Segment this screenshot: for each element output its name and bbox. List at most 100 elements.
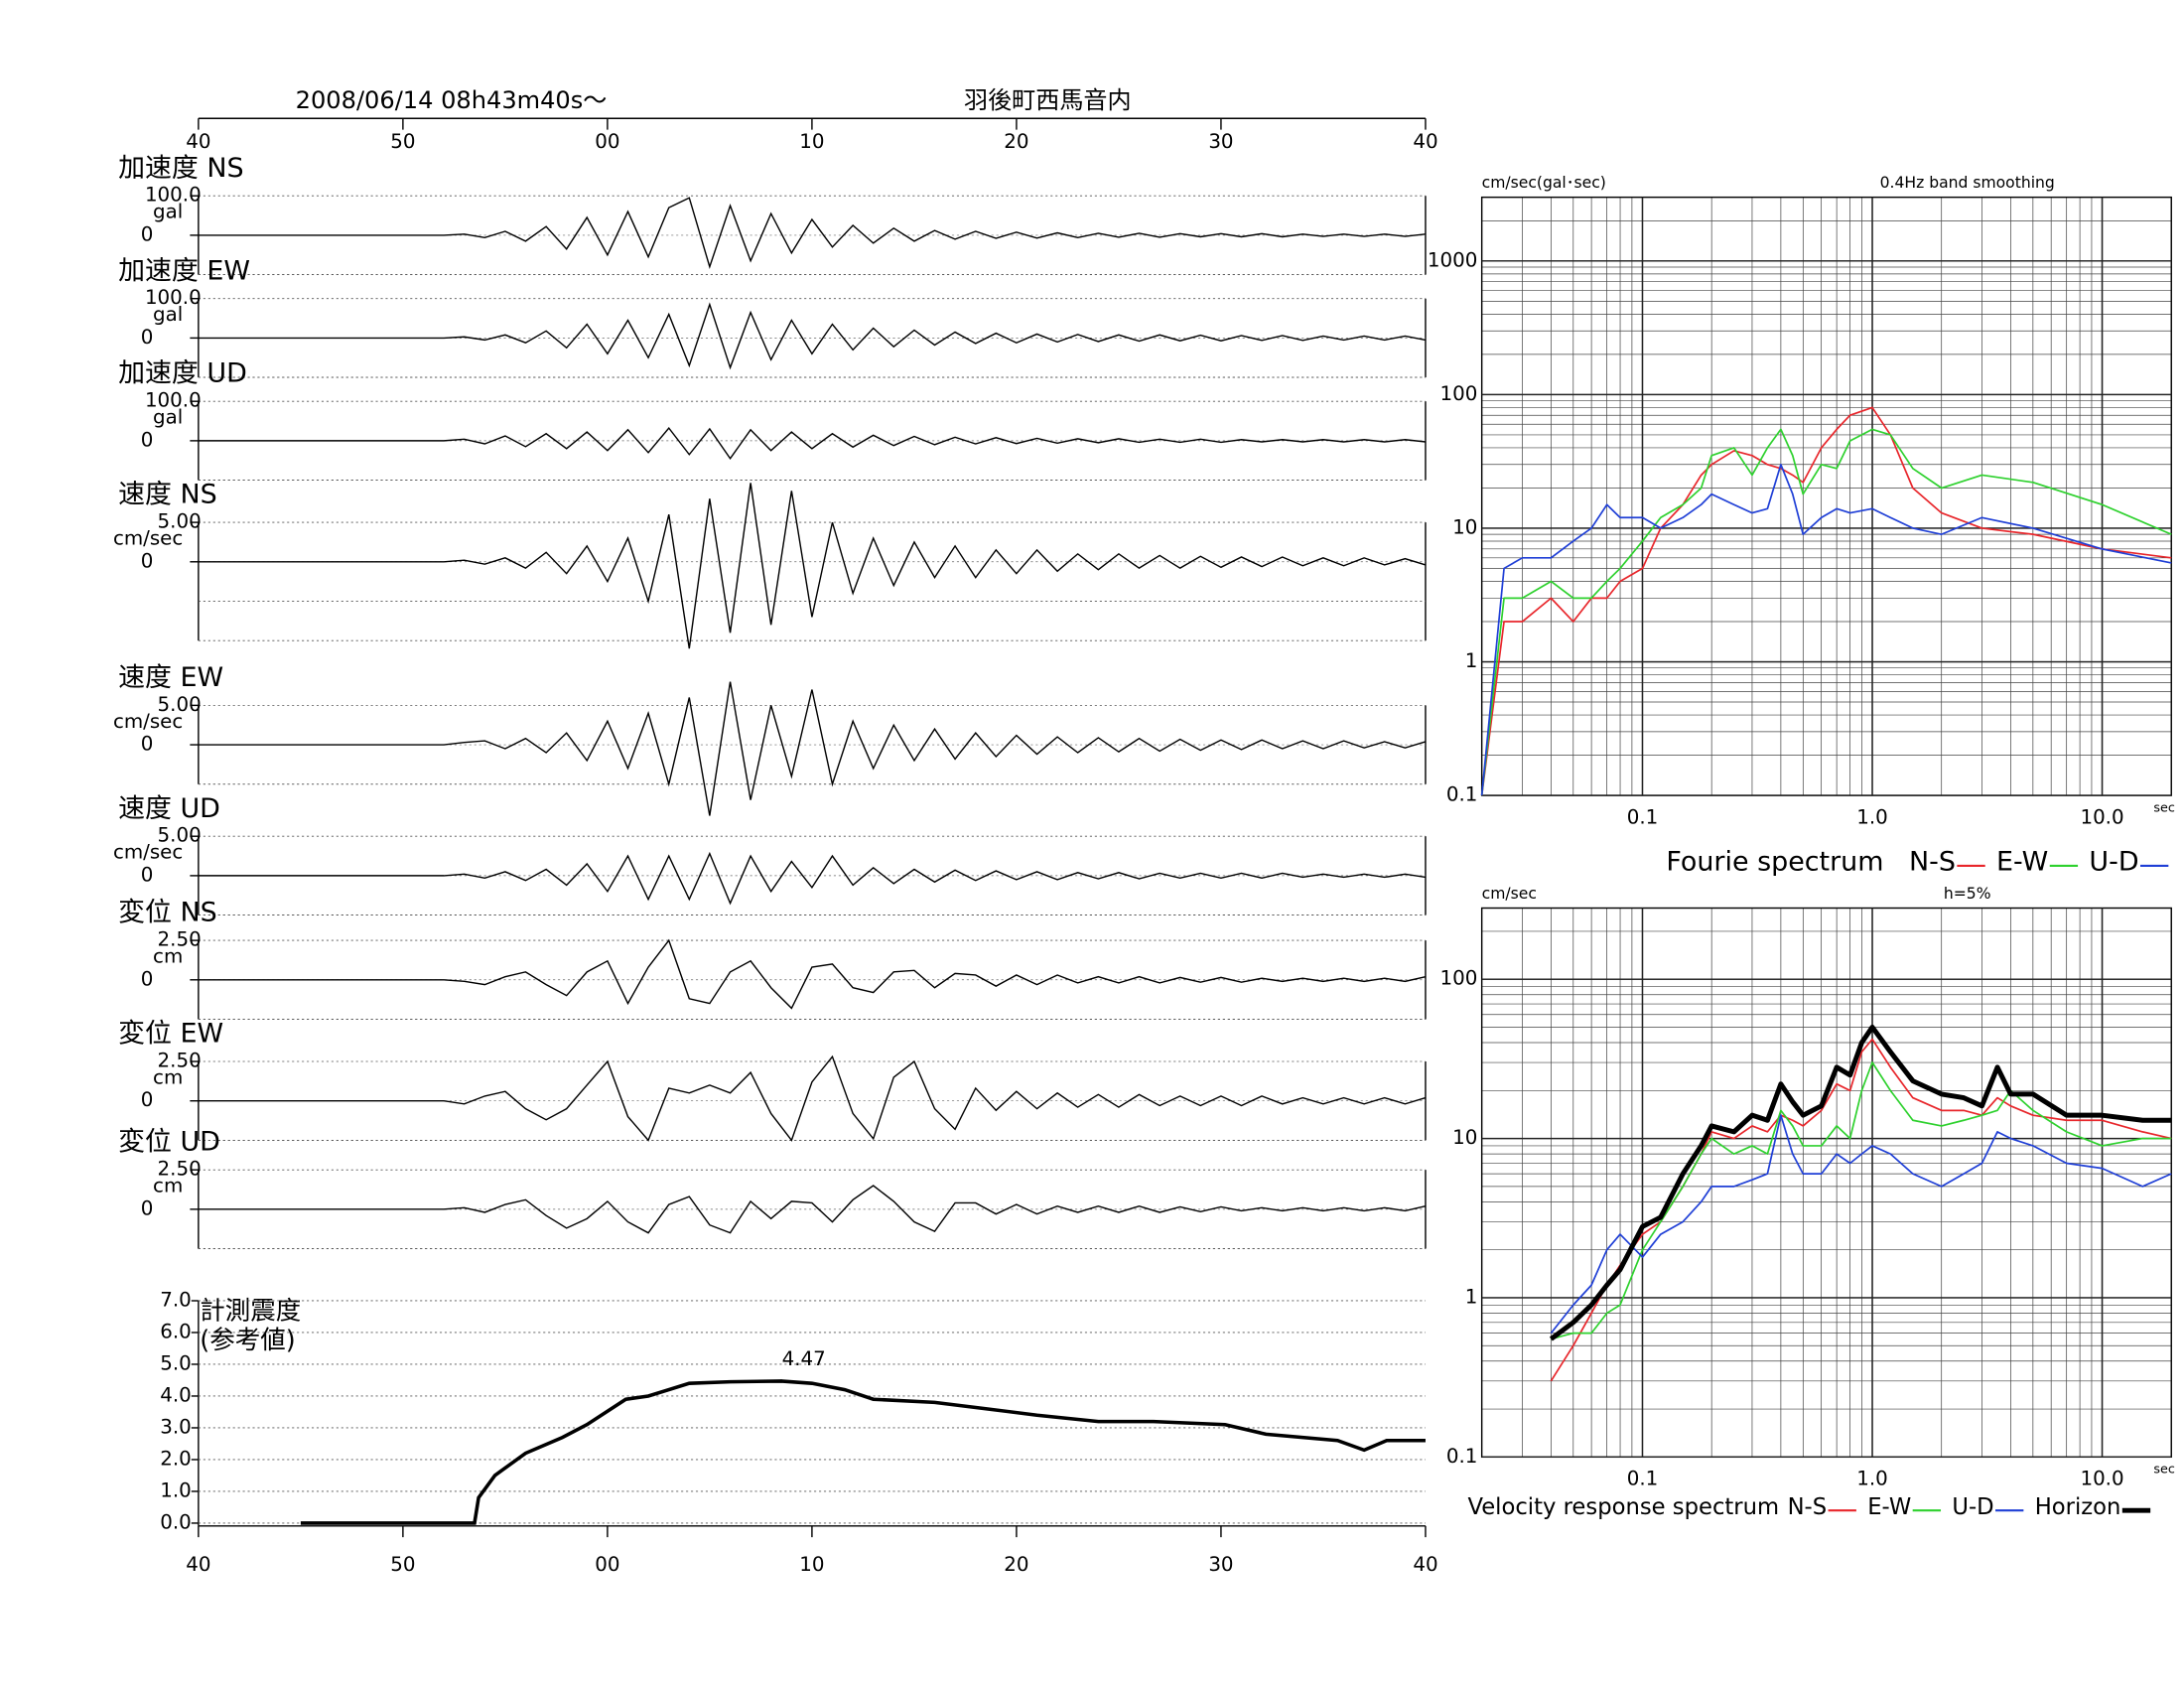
- trace-unit: cm: [153, 1066, 183, 1089]
- trace-unit: cm/sec: [113, 527, 183, 550]
- x-tick-label: 40: [186, 1553, 210, 1576]
- x-tick-label: 10: [799, 130, 824, 153]
- y-tick-label: 0: [141, 428, 154, 451]
- y-tick-label: 10: [1452, 1126, 1477, 1149]
- peak-dot: [779, 1379, 783, 1383]
- x-tick-label: 00: [595, 1553, 619, 1576]
- legend-title: Fourie spectrum: [1666, 847, 1883, 878]
- y-tick-label: 7.0: [160, 1288, 192, 1311]
- annotation: 0.4Hz band smoothing: [1880, 174, 2055, 192]
- legend-label: N-S: [1909, 847, 1956, 878]
- trace-unit: gal: [153, 201, 183, 223]
- x-tick-label: 40: [1413, 1553, 1437, 1576]
- trace-name: 変位 NS: [118, 898, 217, 928]
- trace-unit: cm/sec: [113, 710, 183, 733]
- y-tick-label: 1: [1465, 649, 1478, 672]
- trace-name: 速度 UD: [118, 793, 220, 824]
- y-tick-label: 0: [141, 222, 154, 245]
- subtitle: 羽後町西馬音内: [964, 86, 1132, 114]
- trace-unit: cm: [153, 945, 183, 968]
- y-tick-label: 0: [141, 326, 154, 349]
- trace-name: 変位 UD: [118, 1127, 220, 1158]
- x-tick-label: 10: [799, 1553, 824, 1576]
- waveform: [198, 681, 1427, 816]
- trace-unit: cm: [153, 1175, 183, 1197]
- legend-label: Horizon: [2035, 1494, 2121, 1520]
- spectrum-line: [1550, 1038, 2172, 1382]
- y-tick-label: 100.0: [145, 286, 202, 309]
- y-tick-label: 5.00: [158, 693, 202, 716]
- x-tick-label: 40: [1413, 130, 1437, 153]
- plot-frame: [1480, 907, 2172, 1459]
- trace-unit: cm/sec: [113, 841, 183, 864]
- legend-label: E-W: [1996, 847, 2048, 878]
- y-tick-label: 0.0: [160, 1510, 192, 1533]
- y-tick-label: 0: [141, 1088, 154, 1111]
- y-tick-label: 2.0: [160, 1447, 192, 1470]
- x-axis-label: sec: [2153, 800, 2175, 815]
- y-tick-label: 5.00: [158, 824, 202, 847]
- peak-label: 4.47: [782, 1347, 826, 1370]
- legend-title: Velocity response spectrum: [1467, 1494, 1779, 1520]
- waveform: [198, 197, 1427, 270]
- x-tick-label: 50: [390, 130, 415, 153]
- y-tick-label: 0: [141, 549, 154, 572]
- trace-name: 速度 EW: [118, 662, 223, 693]
- y-tick-label: 0.1: [1446, 783, 1478, 806]
- y-tick-label: 1: [1465, 1285, 1478, 1308]
- y-tick-label: 2.50: [158, 928, 202, 951]
- y-tick-label: 2.50: [158, 1050, 202, 1072]
- spectrum-line: [1549, 1024, 2172, 1341]
- spectrum-line: [1480, 428, 2172, 796]
- y-tick-label: 1.0: [160, 1478, 192, 1501]
- subtitle: (参考値): [200, 1326, 295, 1355]
- waveform: [198, 1055, 1427, 1142]
- trace-name: 加速度 UD: [118, 358, 247, 389]
- waveform: [198, 938, 1427, 1010]
- legend-label: U-D: [1952, 1494, 1993, 1520]
- y-tick-label: 2.50: [158, 1158, 202, 1181]
- x-tick-label: 1.0: [1856, 1468, 1888, 1490]
- y-tick-label: 10: [1452, 515, 1477, 538]
- intensity-line: [300, 1379, 1426, 1525]
- y-tick-label: 5.0: [160, 1351, 192, 1374]
- spectrum-line: [1550, 1114, 2172, 1335]
- annotation: h=5%: [1944, 885, 1991, 903]
- y-tick-label: 0.1: [1446, 1445, 1478, 1468]
- x-tick-label: 40: [186, 130, 210, 153]
- waveform: [198, 851, 1427, 906]
- x-tick-label: 20: [1004, 130, 1028, 153]
- spectrum-line: [1551, 1061, 2172, 1340]
- y-tick-label: 100: [1440, 382, 1478, 405]
- trace-name: 加速度 EW: [118, 255, 250, 286]
- x-tick-label: 50: [390, 1553, 415, 1576]
- x-tick-label: 1.0: [1856, 805, 1888, 828]
- legend-label: N-S: [1788, 1494, 1828, 1520]
- y-tick-label: 100.0: [145, 184, 202, 207]
- trace-name: 加速度 NS: [118, 153, 244, 184]
- y-axis-label: cm/sec: [1482, 885, 1537, 903]
- trace-unit: gal: [153, 303, 183, 326]
- trace-name: 速度 NS: [118, 480, 217, 510]
- y-axis-label: cm/sec(gal･sec): [1482, 174, 1606, 192]
- trace-name: 変位 EW: [118, 1019, 223, 1050]
- y-tick-label: 3.0: [160, 1415, 192, 1438]
- x-tick-label: 0.1: [1627, 805, 1659, 828]
- y-tick-label: 0: [141, 1196, 154, 1219]
- y-tick-label: 100.0: [145, 389, 202, 412]
- waveform: [198, 426, 1427, 460]
- x-tick-label: 10.0: [2080, 805, 2123, 828]
- legend-label: E-W: [1867, 1494, 1911, 1520]
- title: 2008/06/14 08h43m40s～: [296, 86, 608, 114]
- trace-unit: gal: [153, 406, 183, 429]
- y-tick-label: 100: [1440, 967, 1478, 990]
- waveform: [198, 1185, 1427, 1234]
- waveform: [198, 302, 1427, 370]
- plot-frame: [1480, 196, 2172, 796]
- x-tick-label: 20: [1004, 1553, 1028, 1576]
- y-tick-label: 5.00: [158, 510, 202, 533]
- legend-label: U-D: [2089, 847, 2138, 878]
- x-tick-label: 0.1: [1627, 1468, 1659, 1490]
